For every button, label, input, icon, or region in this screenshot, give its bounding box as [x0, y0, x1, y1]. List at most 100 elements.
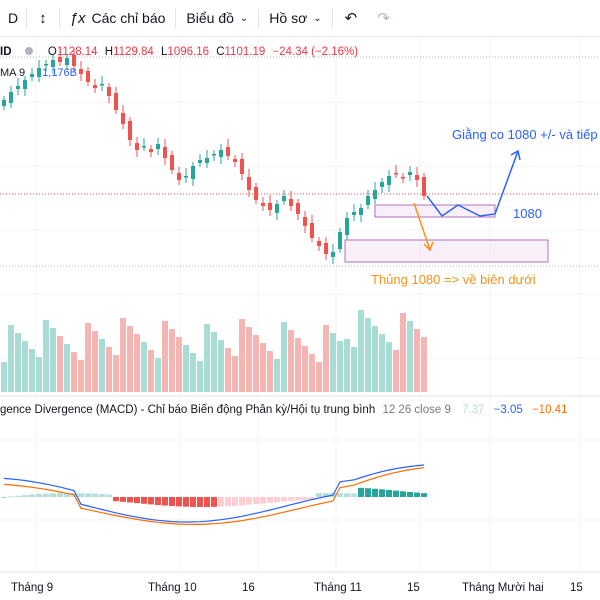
status-dot-icon	[24, 47, 33, 55]
charts-label: Biểu đồ	[186, 10, 234, 26]
macd-histogram-bar	[29, 494, 35, 497]
macd-histogram-bar	[190, 497, 196, 507]
candle-body	[163, 147, 167, 158]
candle-body	[205, 158, 209, 163]
macd-histogram-bar	[253, 497, 259, 505]
candle-body	[275, 204, 279, 213]
profile-button[interactable]: Hồ sơ ⌄	[259, 0, 331, 36]
macd-histogram-bar	[57, 493, 63, 497]
x-tick-label: Tháng 11	[314, 582, 362, 594]
ma-legend[interactable]: MA 9 1,176B	[0, 67, 77, 79]
undo-button[interactable]: ↶	[333, 0, 370, 36]
chevron-down-icon: ⌄	[313, 12, 322, 24]
orange-arrow-drawing[interactable]	[413, 202, 431, 251]
macd-histogram-bar	[260, 497, 266, 504]
macd-histogram-bar	[393, 490, 399, 497]
candle-body	[184, 176, 188, 178]
volume-bar	[344, 339, 350, 392]
candle-body	[135, 143, 139, 150]
volume-bar	[141, 342, 147, 392]
lower-range-rectangle[interactable]	[344, 239, 549, 263]
macd-histogram-bar	[400, 491, 406, 497]
volume-bar	[211, 332, 217, 392]
macd-histogram-bar	[43, 493, 49, 497]
compare-button[interactable]: ↕	[27, 0, 59, 36]
macd-histogram-bar	[162, 497, 168, 506]
candle-body	[44, 64, 48, 66]
volume-bar	[15, 333, 21, 392]
macd-histogram-bar	[50, 493, 56, 497]
x-tick-label: Tháng 10	[148, 582, 197, 594]
volume-bar	[36, 357, 42, 392]
macd-histogram-bar	[358, 487, 364, 497]
macd-histogram-bar	[22, 495, 28, 497]
volume-bar	[43, 320, 49, 392]
volume-bar	[29, 349, 35, 392]
candle-body	[65, 58, 69, 65]
candle-body	[408, 172, 412, 175]
macd-histogram-bar	[204, 497, 210, 507]
candle-body	[30, 74, 34, 77]
candle-body	[401, 177, 405, 179]
volume-bar	[113, 355, 119, 392]
symbol-label: D	[8, 10, 19, 26]
macd-histogram-bar	[1, 497, 7, 498]
candle-body	[345, 218, 349, 235]
candle-body	[254, 187, 258, 200]
macd-params: 12 26 close 9	[382, 404, 451, 416]
macd-histogram-bar	[36, 494, 42, 497]
volume-bar	[225, 348, 231, 392]
macd-histogram-bar	[141, 497, 147, 504]
macd-histogram-bar	[414, 492, 420, 497]
toolbar-divider	[26, 8, 28, 28]
candle-body	[261, 203, 265, 206]
candle-body	[198, 160, 202, 163]
candle-body	[156, 144, 160, 149]
ma-label: MA 9	[0, 67, 26, 79]
volume-bar	[190, 353, 196, 392]
interval-label: ID	[0, 46, 12, 58]
symbol-button[interactable]: D	[0, 0, 26, 36]
volume-bar	[106, 347, 112, 392]
volume-bar	[246, 327, 252, 392]
macd-histogram-bar	[106, 494, 112, 497]
candle-body	[317, 241, 321, 246]
volume-bar	[337, 341, 343, 392]
ma-value: 1,176B	[42, 67, 78, 79]
volume-bar	[99, 339, 105, 392]
macd-histogram-bar	[218, 497, 224, 507]
volume-bar	[155, 358, 161, 392]
volume-bar	[323, 325, 329, 392]
macd-histogram-bar	[120, 497, 126, 502]
volume-bars	[1, 310, 427, 392]
indicators-button[interactable]: ƒx Các chỉ báo	[60, 0, 176, 36]
macd-legend[interactable]: gence Divergence (MACD) - Chỉ báo Biến đ…	[0, 404, 567, 416]
volume-bar	[120, 318, 126, 392]
candle-body	[296, 203, 300, 214]
level-annotation-text[interactable]: 1080	[513, 206, 542, 221]
signal-line	[3, 467, 425, 525]
candle-body	[79, 69, 83, 74]
toolbar-divider	[58, 8, 60, 28]
candle-body	[93, 85, 97, 88]
candle-body	[72, 55, 76, 66]
close-value: 1101.19	[224, 46, 266, 58]
upper-annotation-text[interactable]: Giằng co 1080 +/- và tiếp	[452, 127, 598, 142]
candle-body	[149, 149, 153, 152]
volume-bar	[64, 344, 70, 392]
sideways-path-drawing[interactable]	[426, 150, 519, 218]
candle-body	[380, 182, 384, 187]
macd-histogram-value: 7.37	[462, 404, 485, 416]
redo-button[interactable]: ↷	[369, 0, 398, 36]
charts-button[interactable]: Biểu đồ ⌄	[176, 0, 258, 36]
macd-histogram-bar	[281, 497, 287, 502]
candle-body	[352, 212, 356, 215]
x-tick-label: 16	[242, 582, 255, 594]
candle-body	[359, 208, 363, 215]
volume-bar	[414, 329, 420, 392]
volume-bar	[379, 334, 385, 392]
top-toolbar: D ↕ ƒx Các chỉ báo Biểu đồ ⌄ Hồ sơ ⌄ ↶ ↷	[0, 0, 600, 37]
candle-body	[58, 57, 62, 62]
lower-annotation-text[interactable]: Thủng 1080 => về biên dưới	[371, 272, 536, 287]
